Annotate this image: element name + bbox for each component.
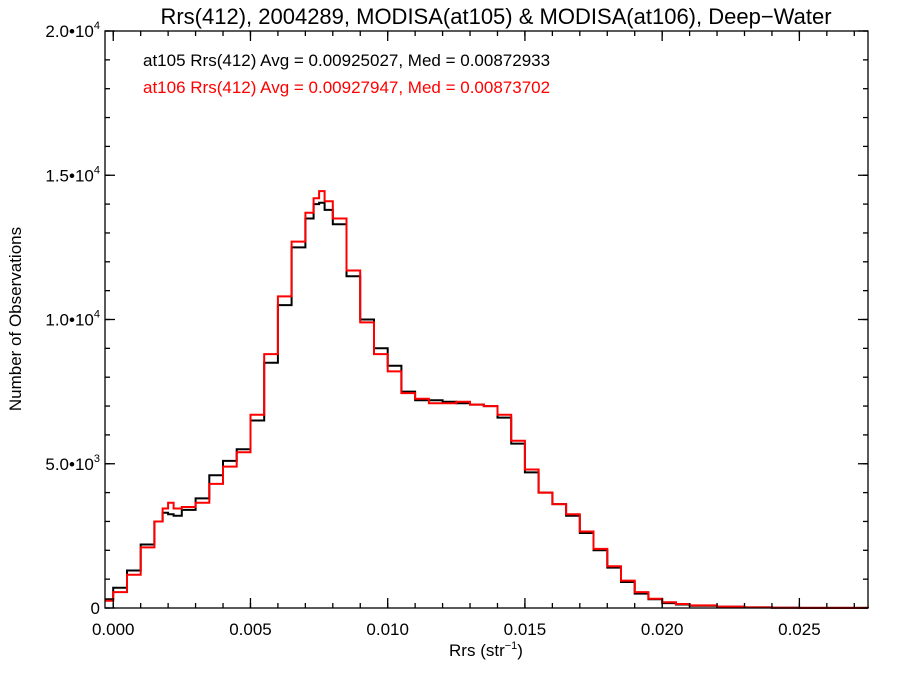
y-tick-label: 1.0•104 xyxy=(45,309,100,330)
chart-title: Rrs(412), 2004289, MODISA(at105) & MODIS… xyxy=(160,4,831,29)
annotation-at105: at105 Rrs(412) Avg = 0.00925027, Med = 0… xyxy=(143,51,550,70)
x-axis-label-sup: −1 xyxy=(505,640,518,652)
y-tick-label: 0 xyxy=(91,599,100,618)
x-axis-label-main: Rrs (str xyxy=(449,641,505,660)
y-axis-label: Number of Observations xyxy=(6,227,25,411)
x-tick-label: 0.025 xyxy=(778,620,821,639)
y-tick-label: 5.0•103 xyxy=(45,453,100,474)
x-tick-label: 0.000 xyxy=(92,620,135,639)
annotation-at106: at106 Rrs(412) Avg = 0.00927947, Med = 0… xyxy=(143,78,550,97)
annotation-group: at105 Rrs(412) Avg = 0.00925027, Med = 0… xyxy=(143,51,550,97)
x-tick-label: 0.010 xyxy=(366,620,409,639)
axis-ticks: 0.000 0.005 0.010 0.015 0.020 0.025 0 5.0•103 1.… xyxy=(45,20,868,639)
x-axis-label-close: ) xyxy=(517,641,523,660)
plot-frame xyxy=(104,30,869,609)
x-axis-label: Rrs (str−1) xyxy=(449,640,523,660)
x-tick-label: 0.005 xyxy=(229,620,272,639)
x-tick-label: 0.015 xyxy=(504,620,547,639)
plot-series xyxy=(105,190,869,609)
series-line-1 xyxy=(105,190,869,609)
x-tick-label: 0.020 xyxy=(641,620,684,639)
y-tick-label: 2.0•104 xyxy=(45,20,100,41)
y-tick-label: 1.5•104 xyxy=(45,164,100,185)
